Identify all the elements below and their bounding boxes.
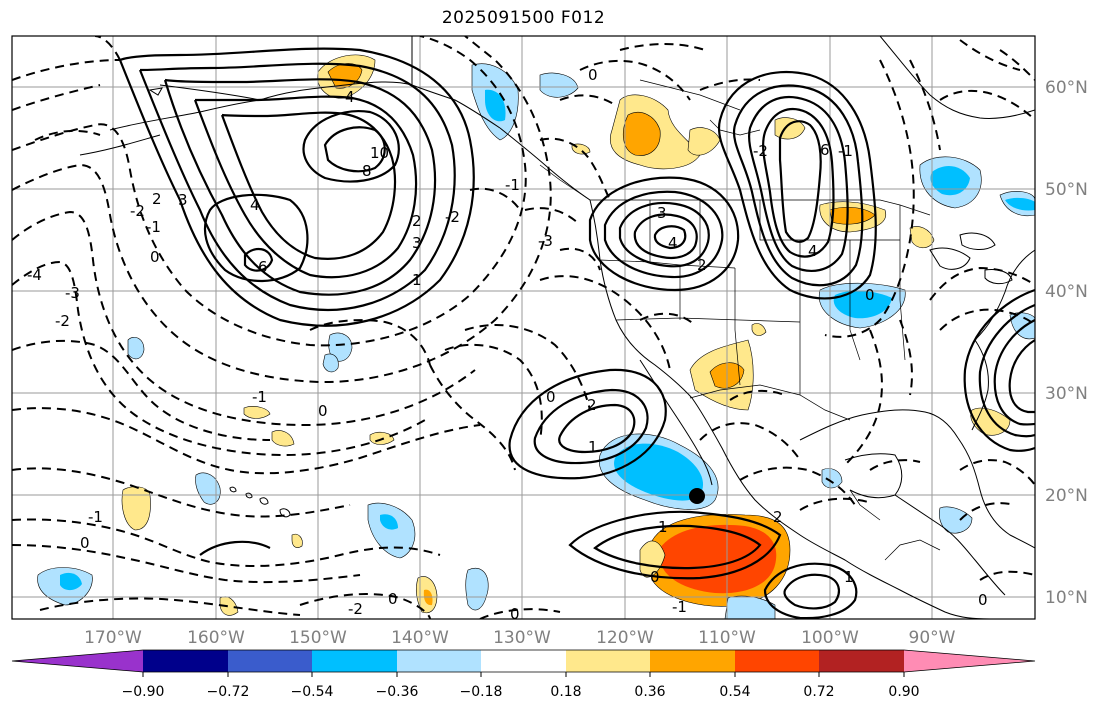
contour-label: 0 <box>80 534 90 552</box>
contour-label: 0 <box>588 66 598 84</box>
lon-label: 130°W <box>493 628 551 648</box>
lon-label: 90°W <box>909 628 956 648</box>
colorbar-tick-label: −0.90 <box>122 684 165 700</box>
contour-label: 6 <box>258 258 268 276</box>
colorbar <box>11 649 1036 673</box>
contour-label: 3 <box>412 234 422 252</box>
colorbar-tick-label: −0.72 <box>207 684 250 700</box>
location-marker <box>689 488 705 504</box>
colorbar-tick-label: −0.36 <box>376 684 419 700</box>
contour-label: -2 <box>348 600 363 618</box>
lon-label: 100°W <box>801 628 859 648</box>
contour-label: -1 <box>505 176 520 194</box>
contour-label: -2 <box>130 202 145 220</box>
colorbar-segment <box>228 650 313 672</box>
contour-label: 6 <box>820 141 830 159</box>
contour-label: 0 <box>150 248 160 266</box>
lon-label: 170°W <box>84 628 142 648</box>
contour-label: -1 <box>838 142 853 160</box>
contour-label: -2 <box>445 208 460 226</box>
contour-label: 10 <box>370 144 389 162</box>
colorbar-tick-label: −0.54 <box>291 684 334 700</box>
contour-label: -1 <box>252 388 267 406</box>
lat-label: 40°N <box>1045 282 1088 302</box>
contour-label: 8 <box>362 162 372 180</box>
latitude-labels: 60°N 50°N 40°N 30°N 20°N 10°N <box>1045 78 1088 608</box>
colorbar-segment <box>735 650 820 672</box>
dashed-contours <box>12 36 1035 619</box>
colorbar-segment <box>819 650 904 672</box>
colorbar-ticks <box>142 672 905 677</box>
contour-label: 3 <box>178 191 188 209</box>
colorbar-segment <box>481 650 566 672</box>
contour-label: 2 <box>773 508 783 526</box>
contour-label: 0 <box>546 388 556 406</box>
positive-anomaly-core <box>660 524 777 594</box>
contour-label: 2 <box>587 396 597 414</box>
contour-label: -1 <box>672 598 687 616</box>
contour-label: 4 <box>250 196 260 214</box>
solid-contours <box>118 47 1035 619</box>
colorbar-tick-label: 0.18 <box>550 684 581 700</box>
contour-label: 0 <box>978 591 988 609</box>
colorbar-low-extend <box>12 650 143 672</box>
colorbar-labels: −0.90 −0.72 −0.54 −0.36 −0.18 0.18 0.36 … <box>122 684 920 700</box>
lon-label: 150°W <box>289 628 347 648</box>
contour-label: -1 <box>146 218 161 236</box>
contour-label: 4 <box>808 242 818 260</box>
contour-label: 0 <box>388 590 398 608</box>
lat-label: 50°N <box>1045 180 1088 200</box>
lat-label: 20°N <box>1045 486 1088 506</box>
colorbar-segment <box>566 650 651 672</box>
colorbar-tick-label: 0.54 <box>719 684 750 700</box>
contour-label: 4 <box>668 234 678 252</box>
contour-label: 0 <box>865 286 875 304</box>
political-borders <box>539 79 941 561</box>
longitude-labels: 170°W 160°W 150°W 140°W 130°W 120°W 110°… <box>84 628 956 648</box>
map-panel: -4 -3 -2 -1 0 2 3 4 6 8 10 -2 -1 0 1 2 3… <box>12 36 1035 623</box>
colorbar-segment <box>650 650 735 672</box>
contour-label: 0 <box>510 605 520 623</box>
contour-label: -2 <box>55 312 70 330</box>
colorbar-segment <box>397 650 482 672</box>
colorbar-segment <box>312 650 397 672</box>
lat-label: 60°N <box>1045 78 1088 98</box>
contour-label: 1 <box>412 271 422 289</box>
colorbar-high-extend <box>904 650 1035 672</box>
colorbar-tick-label: 0.36 <box>634 684 665 700</box>
contour-label: -3 <box>65 284 80 302</box>
contour-label: 2 <box>152 190 162 208</box>
chart-title: 2025091500 F012 <box>441 8 606 28</box>
lon-label: 110°W <box>698 628 756 648</box>
colorbar-tick-label: 0.72 <box>803 684 834 700</box>
contour-label: 0 <box>650 568 660 586</box>
lon-label: 120°W <box>596 628 654 648</box>
map-frame <box>11 35 1036 620</box>
contour-labels: -4 -3 -2 -1 0 2 3 4 6 8 10 -2 -1 0 1 2 3… <box>27 66 988 623</box>
lat-label: 30°N <box>1045 384 1088 404</box>
lon-label: 160°W <box>187 628 245 648</box>
contour-label: 3 <box>657 204 667 222</box>
contour-label: -1 <box>88 508 103 526</box>
contour-label: -2 <box>753 142 768 160</box>
contour-label: 1 <box>658 518 668 536</box>
colorbar-tick-label: −0.18 <box>460 684 503 700</box>
contour-label: -4 <box>27 266 42 284</box>
contour-label: 4 <box>345 88 355 106</box>
lon-label: 140°W <box>391 628 449 648</box>
contour-label: 0 <box>318 402 328 420</box>
contour-label: 2 <box>697 256 707 274</box>
gridlines <box>12 36 1035 619</box>
colorbar-tick-label: 0.90 <box>888 684 919 700</box>
contour-label: 2 <box>412 212 422 230</box>
contour-label: -3 <box>538 232 553 250</box>
coastlines <box>79 36 1035 619</box>
colorbar-segment <box>143 650 228 672</box>
lat-label: 10°N <box>1045 588 1088 608</box>
contour-label: 1 <box>844 568 854 586</box>
contour-label: 1 <box>588 438 598 456</box>
